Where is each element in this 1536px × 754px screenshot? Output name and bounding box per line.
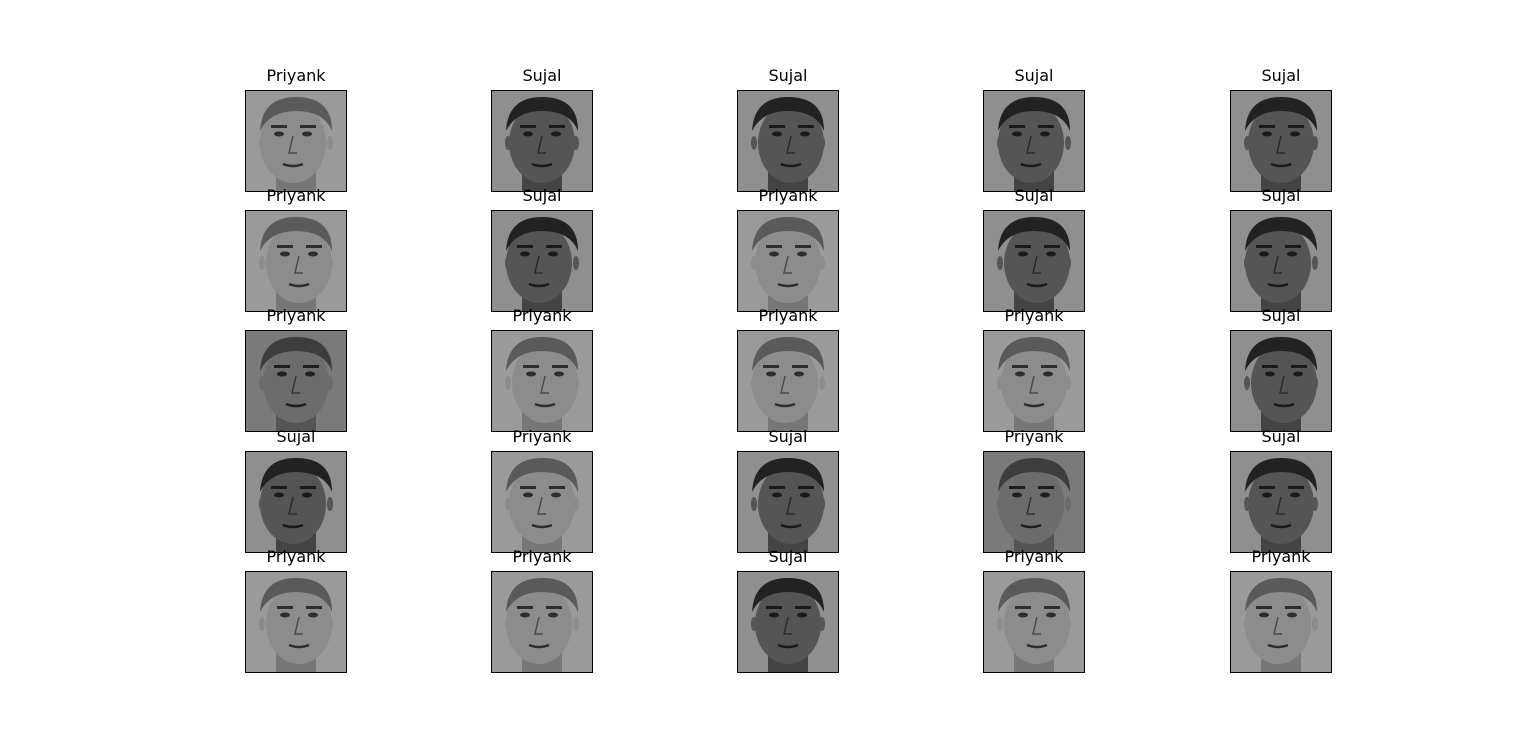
grayscale-face-image: [984, 91, 1084, 191]
face-panel-title: Priyank: [266, 186, 326, 205]
face-thumbnail: [491, 571, 593, 673]
face-panel-title: Priyank: [1004, 306, 1064, 325]
face-panel-title: Priyank: [512, 306, 572, 325]
face-panel-title: Priyank: [512, 427, 572, 446]
grayscale-face-image: [1231, 211, 1331, 311]
face-thumbnail: [737, 330, 839, 432]
grayscale-face-image: [492, 91, 592, 191]
grayscale-face-image: [1231, 572, 1331, 672]
grayscale-face-image: [984, 211, 1084, 311]
grayscale-face-image: [246, 331, 346, 431]
face-panel-title: Priyank: [512, 547, 572, 566]
grayscale-face-image: [492, 452, 592, 552]
face-thumbnail: [491, 451, 593, 553]
grayscale-face-image: [246, 572, 346, 672]
grayscale-face-image: [738, 452, 838, 552]
grayscale-face-image: [1231, 331, 1331, 431]
face-panel-title: Sujal: [1014, 186, 1054, 205]
face-thumbnail: [1230, 330, 1332, 432]
grayscale-face-image: [738, 91, 838, 191]
face-thumbnail: [983, 451, 1085, 553]
grayscale-face-image: [738, 572, 838, 672]
face-panel-title: Sujal: [768, 427, 808, 446]
face-panel-title: Sujal: [768, 66, 808, 85]
face-thumbnail: [491, 90, 593, 192]
grayscale-face-image: [1231, 452, 1331, 552]
face-panel-title: Priyank: [1251, 547, 1311, 566]
face-thumbnail: [983, 90, 1085, 192]
grayscale-face-image: [246, 211, 346, 311]
face-thumbnail: [1230, 90, 1332, 192]
face-panel-title: Priyank: [758, 186, 818, 205]
grayscale-face-image: [1231, 91, 1331, 191]
face-thumbnail: [491, 210, 593, 312]
face-thumbnail: [737, 90, 839, 192]
face-thumbnail: [245, 330, 347, 432]
grayscale-face-image: [738, 331, 838, 431]
face-panel-title: Sujal: [522, 186, 562, 205]
face-thumbnail: [1230, 451, 1332, 553]
face-panel-title: Sujal: [522, 66, 562, 85]
face-thumbnail: [491, 330, 593, 432]
face-panel-title: Priyank: [1004, 427, 1064, 446]
face-panel-title: Sujal: [1261, 66, 1301, 85]
face-thumbnail: [983, 210, 1085, 312]
face-panel-title: Sujal: [768, 547, 808, 566]
face-panel-title: Priyank: [758, 306, 818, 325]
face-thumbnail: [1230, 210, 1332, 312]
face-panel-title: Priyank: [266, 306, 326, 325]
face-thumbnail: [983, 330, 1085, 432]
grayscale-face-image: [246, 452, 346, 552]
grayscale-face-image: [492, 331, 592, 431]
face-panel-title: Sujal: [1014, 66, 1054, 85]
face-thumbnail: [245, 451, 347, 553]
face-thumbnail: [245, 571, 347, 673]
face-thumbnail: [737, 571, 839, 673]
grayscale-face-image: [492, 211, 592, 311]
face-panel-title: Priyank: [266, 66, 326, 85]
face-panel-title: Sujal: [1261, 186, 1301, 205]
face-panel-title: Sujal: [1261, 306, 1301, 325]
face-thumbnail: [983, 571, 1085, 673]
grayscale-face-image: [984, 331, 1084, 431]
face-thumbnail: [245, 210, 347, 312]
grayscale-face-image: [246, 91, 346, 191]
face-thumbnail: [737, 210, 839, 312]
face-thumbnail: [245, 90, 347, 192]
grayscale-face-image: [984, 572, 1084, 672]
face-thumbnail: [1230, 571, 1332, 673]
grayscale-face-image: [738, 211, 838, 311]
face-panel-title: Priyank: [266, 547, 326, 566]
face-panel-title: Sujal: [276, 427, 316, 446]
face-thumbnail: [737, 451, 839, 553]
face-panel-title: Sujal: [1261, 427, 1301, 446]
grayscale-face-image: [984, 452, 1084, 552]
grayscale-face-image: [492, 572, 592, 672]
face-panel-title: Priyank: [1004, 547, 1064, 566]
